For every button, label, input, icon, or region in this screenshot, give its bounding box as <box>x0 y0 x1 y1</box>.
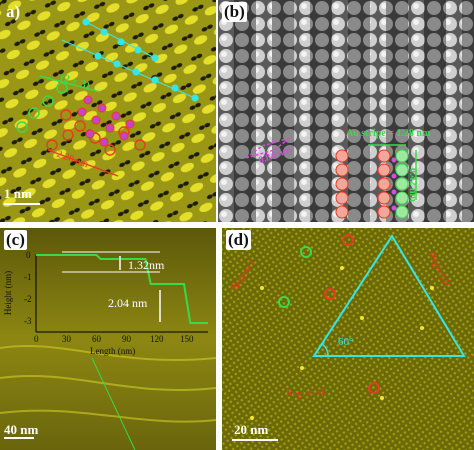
y-tick-3: -3 <box>24 316 32 326</box>
period-label: Au stripe = 1.28 nm <box>346 128 431 139</box>
scale-label-c: 40 nm <box>4 422 39 437</box>
cyan-marker-rows <box>61 18 199 102</box>
x-tick-3: 90 <box>122 334 131 344</box>
panel-d: (d) 60° Region I Region II Region III 20… <box>222 228 474 450</box>
x-tick-1: 30 <box>62 334 71 344</box>
panel-c: (c) Height (nm) 0 -1 -2 -3 0 30 60 90 12… <box>0 228 216 450</box>
height-profile-plot <box>35 251 208 333</box>
red-markers <box>46 109 146 177</box>
profile-line <box>91 357 136 450</box>
scale-label-d: 20 nm <box>234 422 269 437</box>
angle-label: 60° <box>338 336 354 348</box>
stm-image-a <box>0 0 216 222</box>
terrace-edges <box>0 344 216 423</box>
panel-label-b: (b) <box>222 2 247 22</box>
green-circle-markers <box>278 246 312 308</box>
y-tick-2: -2 <box>24 294 32 304</box>
region-three-label: Region III <box>286 388 328 399</box>
bright-speckles <box>250 266 434 420</box>
red-circle-markers <box>324 234 380 394</box>
panel-label-c: (c) <box>4 230 27 250</box>
y-tick-0: 0 <box>26 250 31 260</box>
green-atoms <box>395 149 409 219</box>
side-label: 0.42 nm <box>407 168 418 202</box>
x-tick-0: 0 <box>34 334 39 344</box>
magenta-markers <box>77 95 135 147</box>
period-arrow <box>368 144 417 200</box>
scale-label-a: 1 nm <box>4 186 32 201</box>
x-tick-5: 150 <box>180 334 194 344</box>
y-axis-title: Height (nm) <box>3 270 14 316</box>
step2-label: 2.04 nm <box>108 296 148 310</box>
magenta-dots <box>391 157 397 211</box>
red-atoms <box>335 149 391 219</box>
stm-image-d <box>222 228 474 450</box>
panel-b: (b) Au stripe = 1.28 nm 0.42 nm 0.84 nm <box>218 0 474 222</box>
triangle-outline <box>312 234 466 357</box>
green-markers <box>16 75 101 133</box>
x-tick-2: 60 <box>92 334 101 344</box>
atomic-model-b <box>218 0 474 222</box>
x-tick-4: 120 <box>150 334 164 344</box>
panel-label-d: (d) <box>226 230 251 250</box>
step1-label: 1.32nm <box>128 258 165 272</box>
afm-image-c <box>0 228 216 450</box>
y-tick-1: -1 <box>24 272 32 282</box>
panel-label-a: a) <box>6 2 21 21</box>
panel-a: a) (2 × 3) 2.28 nm 1 nm <box>0 0 216 222</box>
x-axis-title: Length (nm) <box>90 346 136 356</box>
